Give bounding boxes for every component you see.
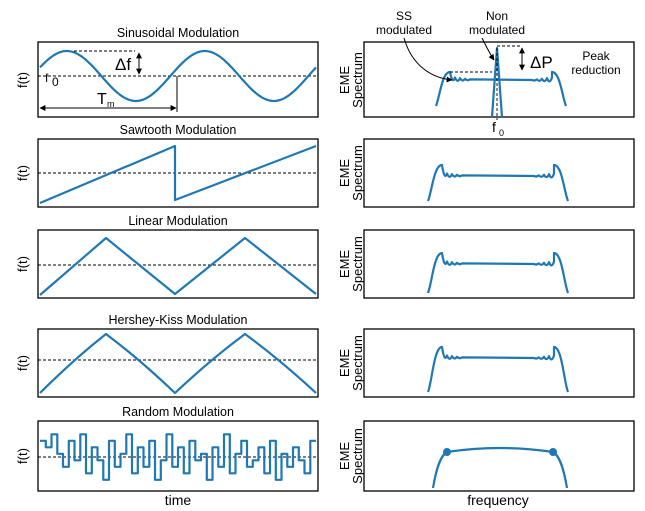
- title-sinusoidal: Sinusoidal Modulation: [117, 26, 239, 40]
- y-label-hershey: f(t): [15, 355, 30, 371]
- spectrum-frame-linear: [363, 229, 635, 299]
- spectrum-frame-sawtooth: [363, 138, 635, 208]
- frame-hershey: [37, 328, 319, 398]
- waveform-sawtooth: [39, 144, 317, 205]
- spectrum-y-label-2: EME Spectrum: [337, 145, 365, 201]
- peak-reduction-line2: reduction: [571, 63, 620, 77]
- period-subscript: m: [107, 99, 115, 109]
- spectrum-f0-subscript: 0: [499, 128, 504, 138]
- spectrum-frame-sinusoidal: [363, 41, 635, 118]
- left-y-labels: f(t) f(t) f(t) f(t) f(t): [15, 72, 30, 464]
- y-label-linear: f(t): [15, 256, 30, 272]
- non-modulated-arrow: [481, 37, 495, 61]
- spectrum-y-label-5: EME Spectrum: [337, 428, 365, 484]
- spectrum-y-label-3: EME Spectrum: [337, 236, 365, 292]
- non-modulated-line2: modulated: [469, 23, 525, 37]
- waveform-sinusoidal: [39, 49, 317, 103]
- y-label-sawtooth: f(t): [15, 165, 30, 181]
- spectrum-y-label-2-bottom: Spectrum: [350, 145, 365, 201]
- title-hershey: Hershey-Kiss Modulation: [109, 313, 248, 327]
- spectrum-frame-random: [363, 420, 635, 492]
- waveform-hershey: [39, 332, 317, 395]
- panel-sinusoidal: Sinusoidal Modulation Δf f 0 T m: [37, 26, 319, 118]
- spectrum-random-left-dot: [443, 448, 451, 456]
- delta-f-label: Δf: [115, 55, 131, 74]
- title-linear: Linear Modulation: [128, 214, 227, 228]
- spectrum-y-label-4-bottom: Spectrum: [350, 335, 365, 391]
- ss-modulated-line1: SS: [396, 9, 412, 23]
- y-label-random: f(t): [15, 448, 30, 464]
- frame-sinusoidal: [37, 41, 319, 118]
- title-random: Random Modulation: [122, 405, 234, 419]
- f0-subscript: 0: [52, 75, 59, 89]
- panel-random: Random Modulation: [37, 405, 319, 492]
- spectrum-sinusoidal: [434, 70, 568, 107]
- spectrum-y-label-1: EME Spectrum: [337, 52, 365, 108]
- x-label-frequency: frequency: [467, 492, 528, 508]
- f0-label: f: [45, 71, 49, 85]
- delta-p-label: ΔP: [530, 53, 553, 72]
- frame-linear: [37, 229, 319, 299]
- spectrum-y-label-1-top: EME: [337, 66, 352, 95]
- spectrum-y-label-5-top: EME: [337, 442, 352, 471]
- spectrum-panel-linear: [363, 229, 635, 299]
- right-y-labels: EME Spectrum EME Spectrum EME Spectrum E…: [337, 52, 365, 484]
- spectrum-y-label-1-bottom: Spectrum: [350, 52, 365, 108]
- panel-sawtooth: Sawtooth Modulation: [37, 123, 319, 208]
- spectrum-panel-sawtooth: [363, 138, 635, 208]
- spectrum-frame-hershey: [363, 328, 635, 398]
- frame-random: [37, 420, 319, 492]
- spectrum-panel-random: [363, 420, 635, 492]
- spectrum-random-right-dot: [549, 448, 557, 456]
- spectrum-y-label-4-top: EME: [337, 349, 352, 378]
- spectrum-panel-sinusoidal: ΔP Peak reduction SS modulated Non modul…: [363, 9, 635, 138]
- panel-hershey: Hershey-Kiss Modulation: [37, 313, 319, 398]
- ss-modulated-line2: modulated: [376, 23, 432, 37]
- title-sawtooth: Sawtooth Modulation: [120, 123, 237, 137]
- spectrum-random: [431, 446, 569, 489]
- ss-modulated-arrow: [403, 37, 453, 83]
- spectrum-panel-hershey: [363, 328, 635, 398]
- x-label-time: time: [165, 492, 192, 508]
- spectrum-hershey: [426, 345, 570, 393]
- spectrum-y-label-3-bottom: Spectrum: [350, 236, 365, 292]
- spectrum-y-label-2-top: EME: [337, 159, 352, 188]
- panel-linear: Linear Modulation: [37, 214, 319, 299]
- spectrum-y-label-5-bottom: Spectrum: [350, 428, 365, 484]
- spectrum-y-label-3-top: EME: [337, 250, 352, 279]
- waveform-random: [40, 433, 316, 481]
- spectrum-linear: [426, 251, 570, 294]
- non-modulated-line1: Non: [486, 9, 508, 23]
- peak-reduction-line1: Peak: [582, 49, 610, 63]
- spectrum-sawtooth: [426, 163, 570, 202]
- y-label-sinusoidal: f(t): [15, 72, 30, 88]
- waveform-linear: [39, 236, 317, 296]
- spectrum-f0-label: f: [492, 119, 496, 135]
- spectrum-y-label-4: EME Spectrum: [337, 335, 365, 391]
- period-label: T: [97, 91, 107, 108]
